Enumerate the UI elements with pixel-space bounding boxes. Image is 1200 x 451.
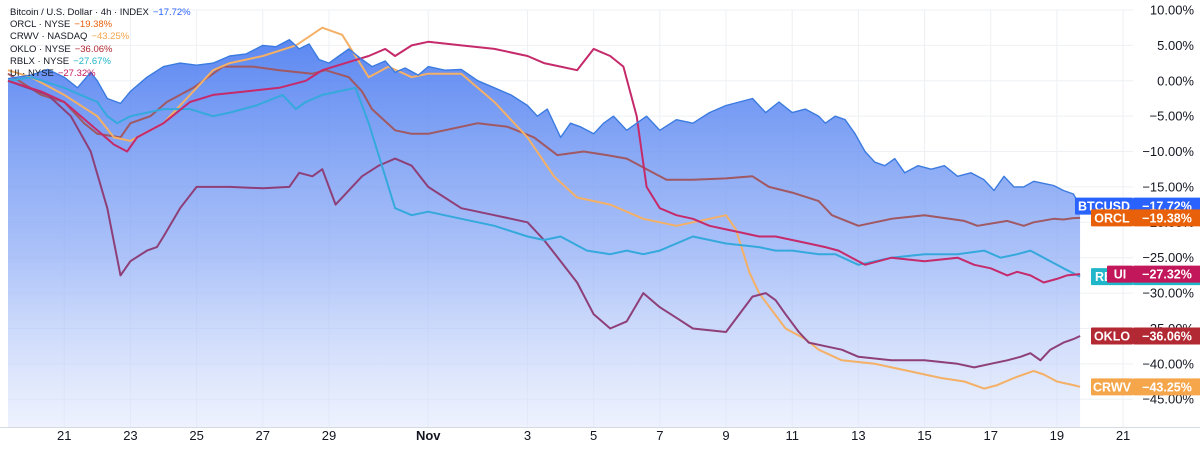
x-tick-label: Nov — [416, 428, 441, 443]
badge-value-bg — [1133, 209, 1200, 227]
legend-label: Bitcoin / U.S. Dollar · 4h · INDEX — [10, 7, 149, 18]
legend-value: −19.38% — [74, 19, 113, 31]
series-line-crwv — [7, 26, 1081, 390]
badge-value-bg — [1133, 265, 1200, 283]
x-tick-label: 19 — [1050, 428, 1064, 443]
btc-area-fill — [8, 39, 1081, 427]
legend-item-rblx[interactable]: RBLX · NYSE −27.67% — [10, 56, 191, 68]
badge-ui: UI −27.32% — [1107, 265, 1200, 283]
badge-label-bg — [1091, 327, 1133, 345]
x-tick-label: 27 — [256, 428, 270, 443]
badge-value: −27.32% — [1142, 268, 1192, 282]
series-line-orcl — [7, 65, 1081, 227]
y-tick-label: −25.00% — [1142, 250, 1194, 265]
legend-label: RBLX · NYSE — [10, 55, 70, 67]
legend-value: −17.72% — [152, 7, 191, 18]
y-tick-label: 0.00% — [1157, 73, 1194, 88]
legend-item-oklo[interactable]: OKLO · NYSE −36.06% — [10, 44, 191, 56]
badge-value: −43.25% — [1142, 380, 1192, 394]
legend-label: ORCL · NYSE — [10, 19, 71, 31]
y-tick-label: −45.00% — [1142, 392, 1194, 407]
legend: Bitcoin / U.S. Dollar · 4h · INDEX −17.72… — [10, 7, 191, 80]
y-tick-label: −5.00% — [1150, 109, 1195, 124]
badge-label: OKLO — [1094, 329, 1130, 343]
last-value-badges: BTCUSD −17.72%ORCL −19.38%CRWV −43.25%OKLO −… — [1075, 197, 1200, 396]
x-axis-background — [0, 427, 1200, 451]
x-tick-label: 17 — [983, 428, 997, 443]
legend-value: −36.06% — [74, 43, 113, 55]
x-tick-label: 25 — [189, 428, 203, 443]
legend-value: −27.32% — [57, 68, 96, 80]
legend-item-ui[interactable]: UI · NYSE −27.32% — [10, 68, 191, 80]
y-tick-label: −10.00% — [1142, 144, 1194, 159]
badge-label-bg — [1091, 378, 1133, 396]
legend-value: −27.67% — [73, 55, 111, 67]
badge-label: ORCL — [1094, 211, 1130, 225]
y-tick-label: −30.00% — [1142, 286, 1194, 301]
badge-orcl: ORCL −19.38% — [1091, 209, 1200, 227]
x-tick-label: 5 — [590, 428, 597, 443]
series-line-btcusd — [7, 39, 1081, 207]
legend-item-btcusd[interactable]: Bitcoin / U.S. Dollar · 4h · INDEX −17.72… — [10, 7, 191, 19]
legend-value: −43.25% — [91, 31, 130, 43]
series-line-ui — [7, 40, 1081, 284]
x-tick-label: 15 — [917, 428, 931, 443]
badge-label-bg — [1091, 209, 1133, 227]
series-line-oklo — [7, 79, 1081, 369]
badge-oklo: OKLO −36.06% — [1091, 327, 1200, 345]
x-tick-label: 11 — [785, 428, 799, 443]
badge-label: CRWV — [1093, 380, 1132, 394]
badge-value: −19.38% — [1142, 211, 1192, 225]
x-tick-label: 9 — [722, 428, 729, 443]
badge-crwv: CRWV −43.25% — [1091, 378, 1200, 396]
badge-value: −36.06% — [1142, 329, 1192, 343]
y-tick-label: 5.00% — [1157, 38, 1194, 53]
x-tick-label: 29 — [322, 428, 336, 443]
area-btcusd — [8, 39, 1081, 427]
series-lines — [7, 26, 1083, 390]
legend-item-crwv[interactable]: CRWV · NASDAQ −43.25% — [10, 31, 191, 43]
x-tick-label: 13 — [851, 428, 865, 443]
badge-label: UI — [1114, 268, 1127, 282]
x-tick-label: 21 — [1116, 428, 1130, 443]
y-tick-label: 10.00% — [1150, 3, 1195, 18]
y-tick-label: −15.00% — [1142, 179, 1194, 194]
x-tick-label: 23 — [123, 428, 137, 443]
x-tick-label: 3 — [524, 428, 531, 443]
legend-label: CRWV · NASDAQ — [10, 31, 88, 43]
badge-value-bg — [1133, 327, 1200, 345]
x-tick-label: 7 — [656, 428, 663, 443]
badge-value-bg — [1133, 378, 1200, 396]
legend-label: UI · NYSE — [10, 68, 54, 80]
legend-item-orcl[interactable]: ORCL · NYSE −19.38% — [10, 19, 191, 31]
badge-label-bg — [1107, 265, 1133, 283]
y-tick-label: −40.00% — [1142, 356, 1194, 371]
x-axis: 21 23 25 27 29 Nov 3 5 7 9 11 13 15 17 19 21 — [0, 427, 1200, 451]
x-tick-label: 21 — [57, 428, 71, 443]
legend-label: OKLO · NYSE — [10, 43, 71, 55]
